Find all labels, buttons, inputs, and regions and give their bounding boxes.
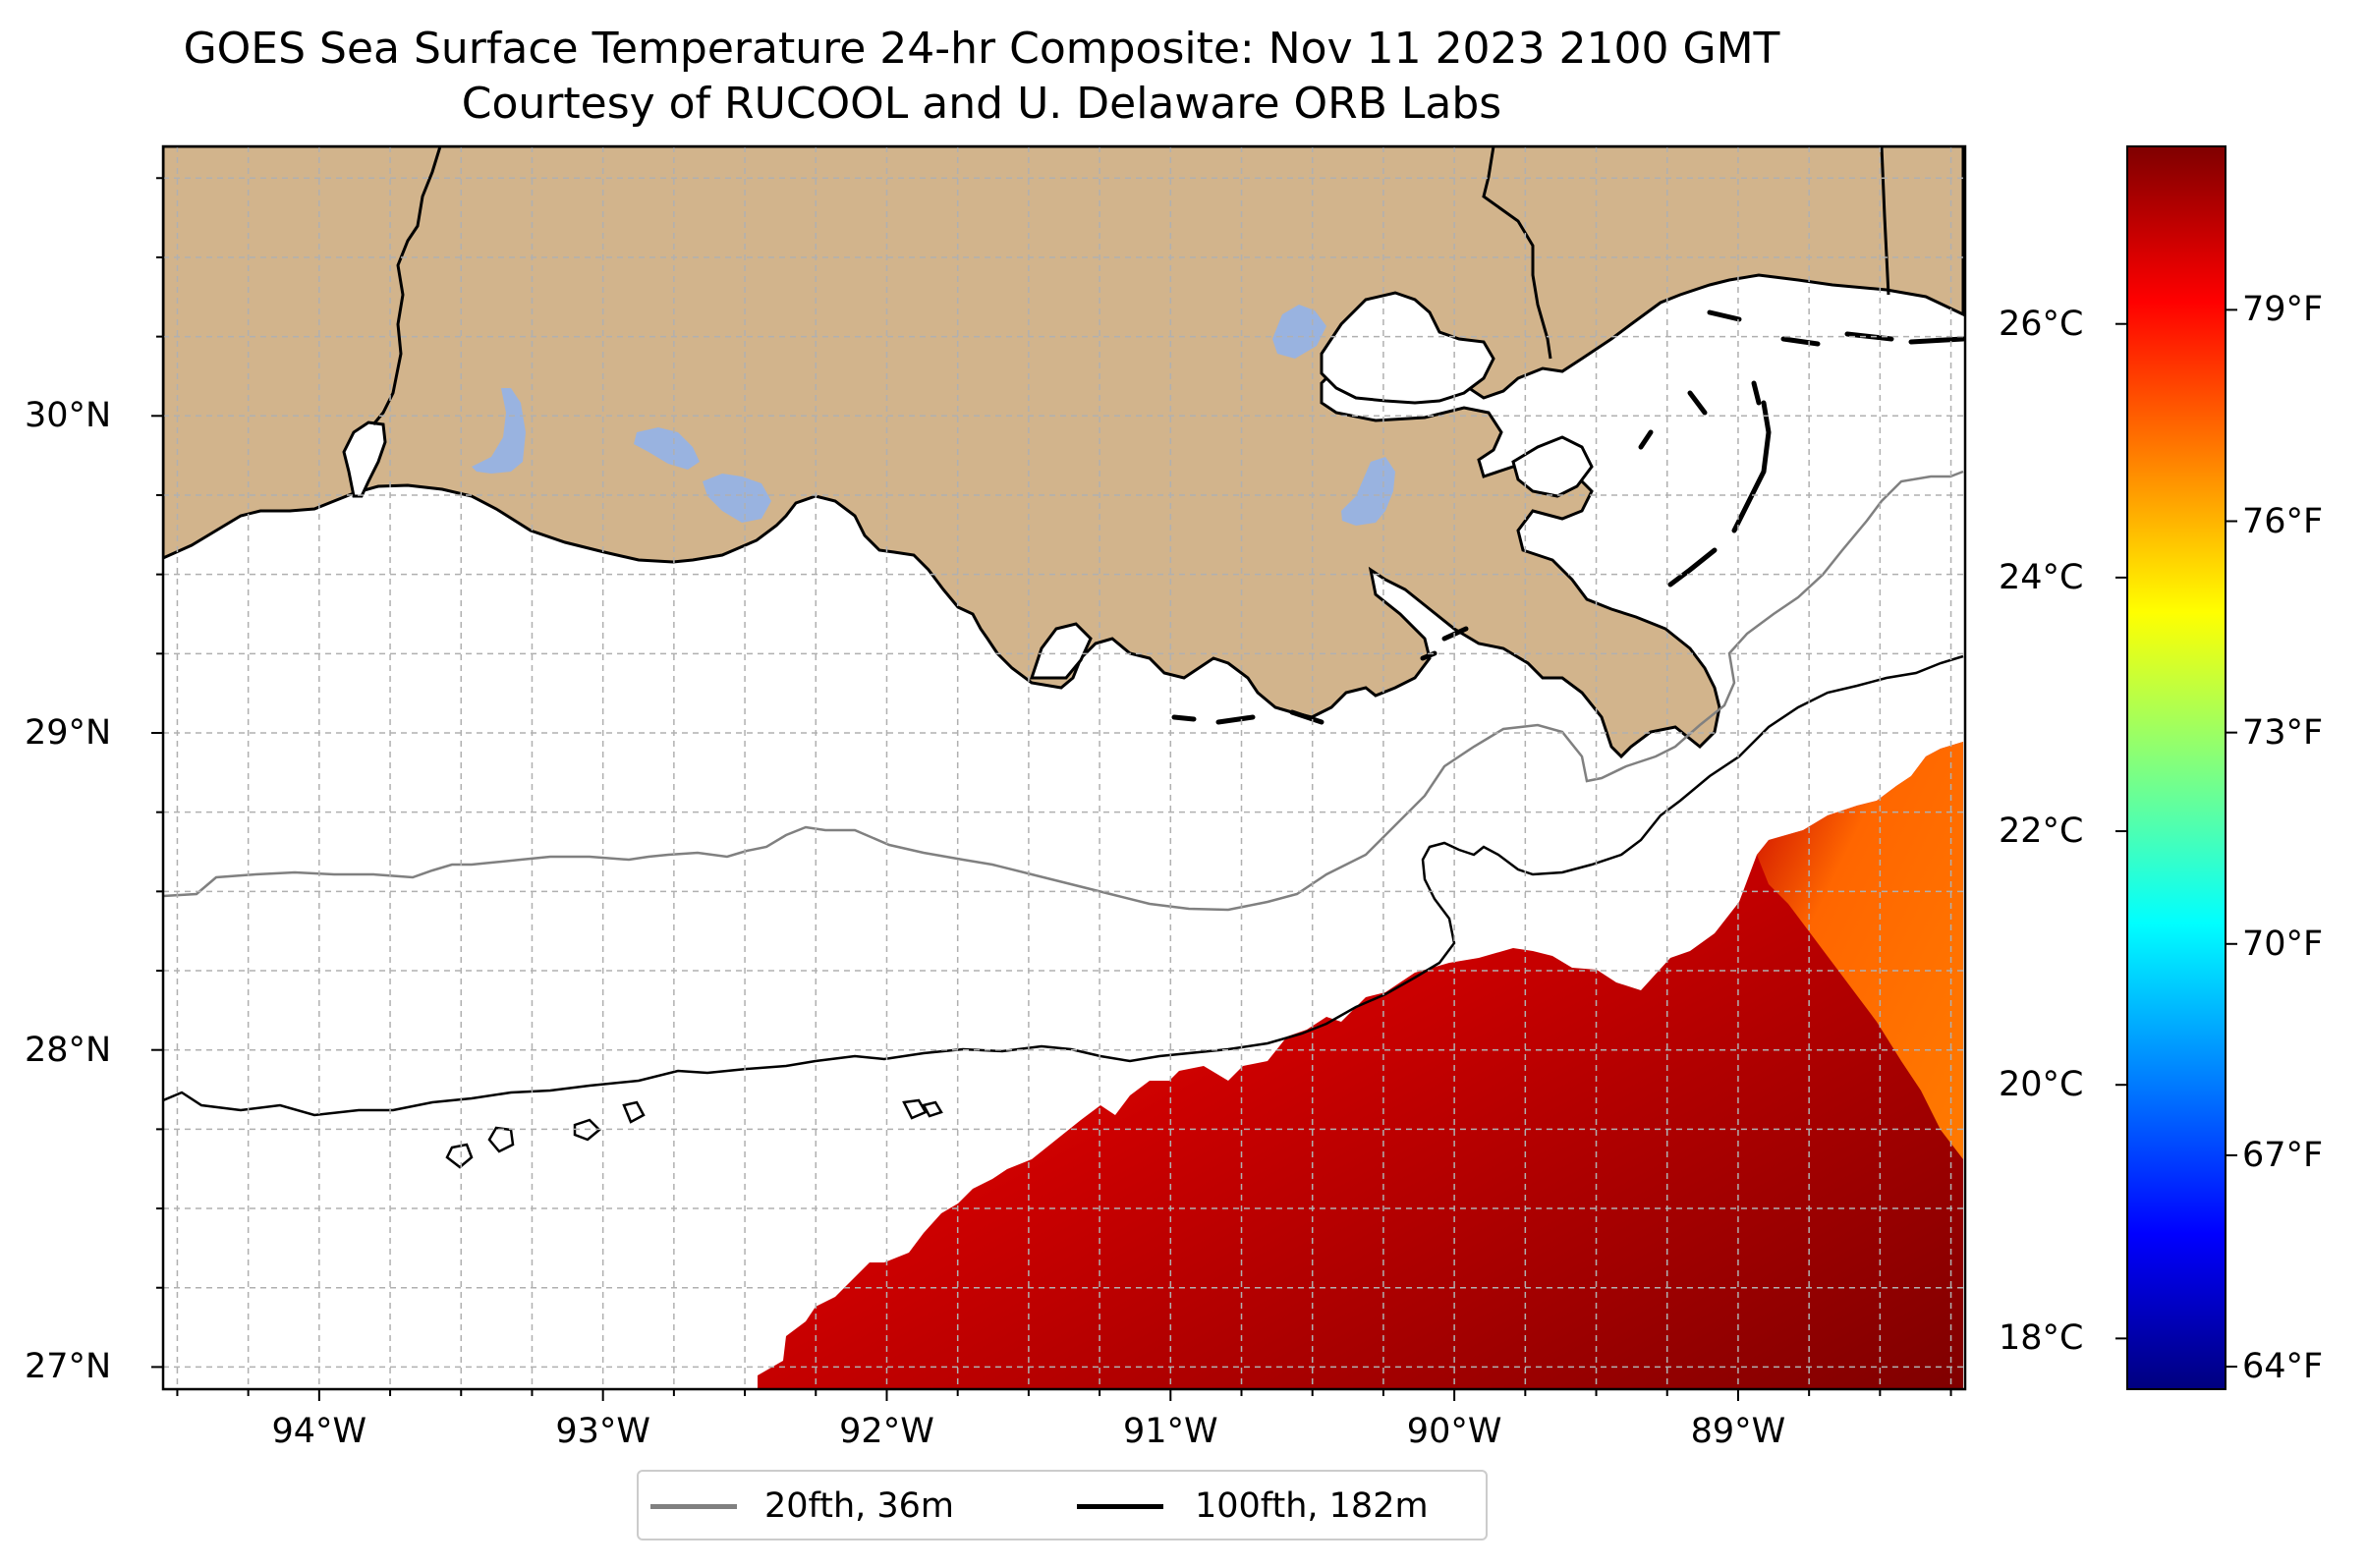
state-boundary-ms-al <box>1880 146 1890 296</box>
calcasieu-lake <box>342 420 387 498</box>
colorbar-label-fahrenheit: 70°F <box>2242 924 2324 964</box>
map-subtitle: Courtesy of RUCOOL and U. Delaware ORB L… <box>461 79 1502 129</box>
lon-tick-label: 93°W <box>555 1412 650 1451</box>
colorbar-label-fahrenheit: 67°F <box>2242 1135 2324 1175</box>
lake-pontchartrain <box>1320 291 1495 405</box>
barrier-islands <box>1171 309 1965 725</box>
lake-3 <box>703 474 771 523</box>
colorbar-label-celsius: 20°C <box>1999 1065 2084 1105</box>
map-title: GOES Sea Surface Temperature 24-hr Compo… <box>183 24 1780 74</box>
legend: 20fth, 36m 100fth, 182m <box>637 1470 1488 1540</box>
lon-tick-label: 90°W <box>1406 1412 1502 1451</box>
gridlines <box>163 146 1965 1389</box>
lat-tick-label: 30°N <box>25 396 112 436</box>
lon-tick-label: 94°W <box>271 1412 367 1451</box>
lake-5 <box>1341 457 1395 526</box>
lon-tick-label: 89°W <box>1690 1412 1786 1451</box>
lake-1 <box>472 388 526 474</box>
map-frame <box>161 144 1967 1391</box>
colorbar-label-celsius: 24°C <box>1999 557 2084 597</box>
contour-100fth-islands <box>445 1098 943 1169</box>
lon-tick-label: 92°W <box>839 1412 934 1451</box>
colorbar-label-fahrenheit: 76°F <box>2242 501 2324 541</box>
state-boundary-la-ms <box>1482 146 1552 360</box>
sst-warm-orange <box>1757 742 1963 1159</box>
colorbar-label-celsius: 26°C <box>1999 304 2084 344</box>
colorbar-label-fahrenheit: 79°F <box>2242 290 2324 330</box>
state-boundary-tx-la <box>371 146 442 425</box>
lon-tick-label: 91°W <box>1122 1412 1218 1451</box>
legend-label-100fth: 100fth, 182m <box>1195 1486 1429 1526</box>
sst-field <box>758 742 1963 1389</box>
atchafalaya-bay <box>1029 622 1093 680</box>
lat-tick-label: 27°N <box>25 1347 112 1387</box>
legend-label-20fth: 20fth, 36m <box>764 1486 955 1526</box>
colorbar-label-celsius: 18°C <box>1999 1318 2084 1359</box>
legend-line-20fth <box>650 1504 737 1509</box>
colorbar-label-celsius: 22°C <box>1999 812 2084 852</box>
map-area <box>163 146 1965 1389</box>
legend-line-100fth <box>1077 1504 1163 1509</box>
axis-ticks <box>151 177 1952 1401</box>
colorbar-label-fahrenheit: 64°F <box>2242 1347 2324 1387</box>
colorbar-label-fahrenheit: 73°F <box>2242 712 2324 753</box>
colorbar-ticks <box>2115 308 2237 1369</box>
contour-100fth <box>163 654 1964 1117</box>
lat-tick-label: 28°N <box>25 1030 112 1070</box>
lake-2 <box>634 427 700 470</box>
lat-tick-label: 29°N <box>25 713 112 753</box>
contour-20fth <box>163 470 1964 912</box>
colorbar <box>2126 145 2226 1390</box>
